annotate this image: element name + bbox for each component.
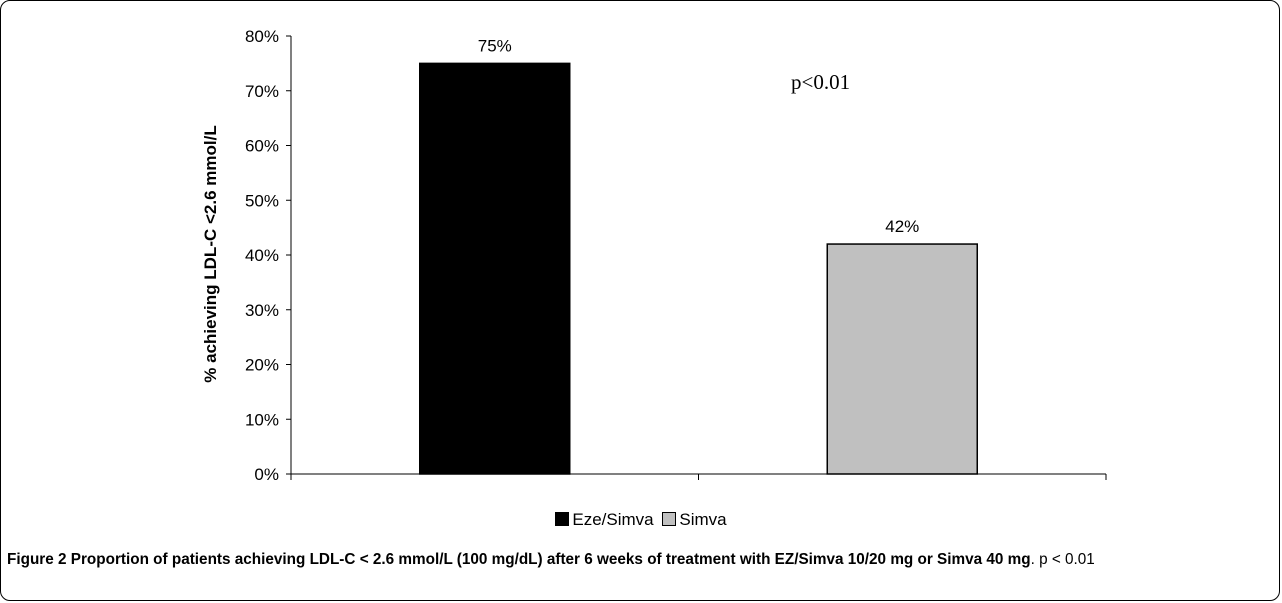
legend-label: Eze/Simva xyxy=(572,510,654,529)
y-tick-label: 10% xyxy=(245,410,279,429)
y-tick-label: 60% xyxy=(245,137,279,156)
y-axis-label: % achieving LDL-C <2.6 mmol/L xyxy=(201,125,220,382)
figure-caption: Figure 2 Proportion of patients achievin… xyxy=(7,549,1275,571)
p-value-annotation: p<0.01 xyxy=(791,70,850,94)
legend-swatch-gray xyxy=(662,512,677,526)
legend: Eze/Simva Simva xyxy=(0,510,1282,530)
bar-value-label: 42% xyxy=(885,217,919,236)
bar-chart: % achieving LDL-C <2.6 mmol/L p<0.01 0% 1… xyxy=(201,27,1107,484)
y-tick-label: 40% xyxy=(245,246,279,265)
y-tick-label: 50% xyxy=(245,191,279,210)
bar-simva xyxy=(826,243,978,475)
legend-swatch-black xyxy=(555,512,570,526)
y-tick-label: 70% xyxy=(245,82,279,101)
caption-label: Figure 2 xyxy=(7,551,67,568)
caption-tail: . p < 0.01 xyxy=(1030,551,1095,568)
legend-item-eze-simva: Eze/Simva xyxy=(555,510,654,530)
y-tick-label: 0% xyxy=(254,465,279,484)
y-tick-label: 80% xyxy=(245,27,279,46)
y-tick-label: 30% xyxy=(245,301,279,320)
legend-item-simva: Simva xyxy=(662,510,727,530)
caption-title: Proportion of patients achieving LDL-C <… xyxy=(70,551,1031,568)
bar-value-label: 75% xyxy=(478,36,512,55)
legend-label: Simva xyxy=(679,510,727,529)
bar-eze-simva xyxy=(419,62,571,475)
y-tick-label: 20% xyxy=(245,356,279,375)
